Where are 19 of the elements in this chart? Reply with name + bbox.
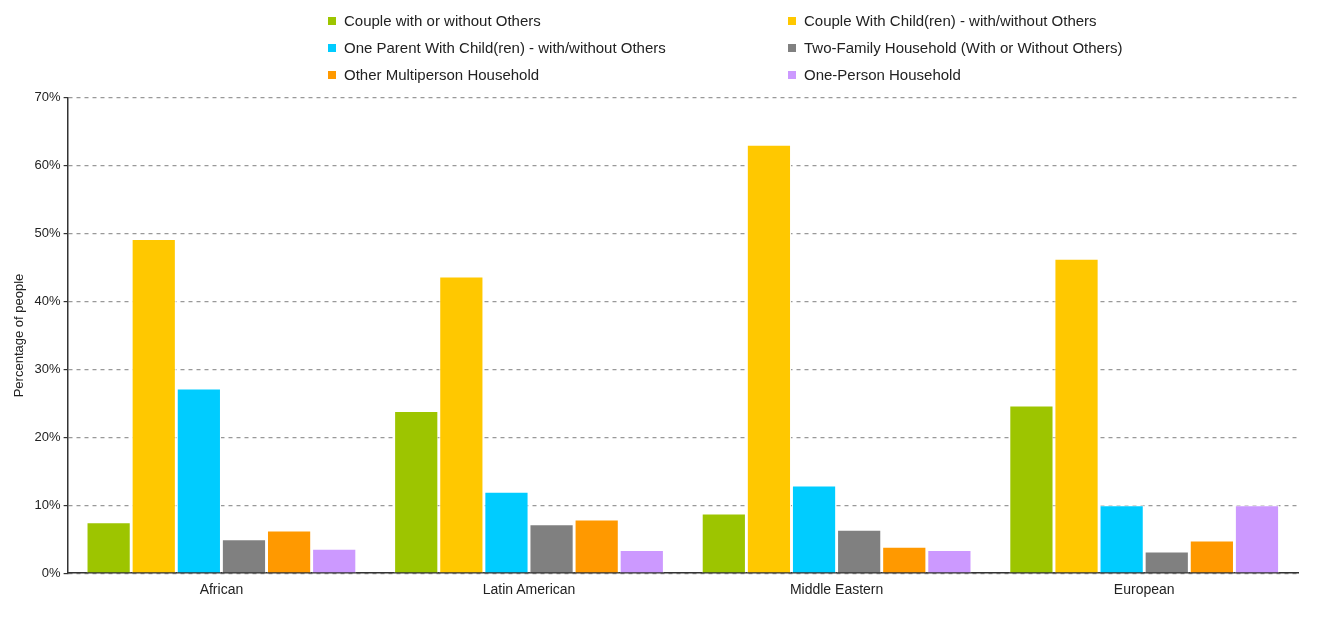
legend-label: One Parent With Child(ren) - with/without Others (344, 39, 666, 56)
legend-label: One-Person Household (804, 66, 961, 83)
y-tick-label: 0% (41, 564, 62, 580)
y-tick-label: 30% (34, 361, 62, 377)
legend-label: Couple with or without Others (344, 12, 541, 29)
y-tick-label: 20% (34, 428, 62, 444)
legend-label: Couple With Child(ren) - with/without Others (804, 12, 1097, 29)
y-tick-label: 70% (34, 89, 62, 105)
y-tick-label: 50% (34, 225, 62, 241)
x-tick-label: European (1113, 581, 1175, 598)
y-tick-label: 40% (34, 293, 62, 309)
y-axis-title: Percentage of people (11, 273, 27, 398)
y-tick-label: 60% (34, 157, 62, 173)
legend-label: Two-Family Household (With or Without Others) (804, 39, 1123, 56)
y-tick-label: 10% (34, 496, 62, 512)
x-tick-label: Latin American (482, 581, 576, 598)
legend-label: Other Multiperson Household (344, 66, 540, 83)
x-tick-label: Middle Eastern (789, 581, 884, 598)
x-tick-label: African (199, 581, 244, 598)
